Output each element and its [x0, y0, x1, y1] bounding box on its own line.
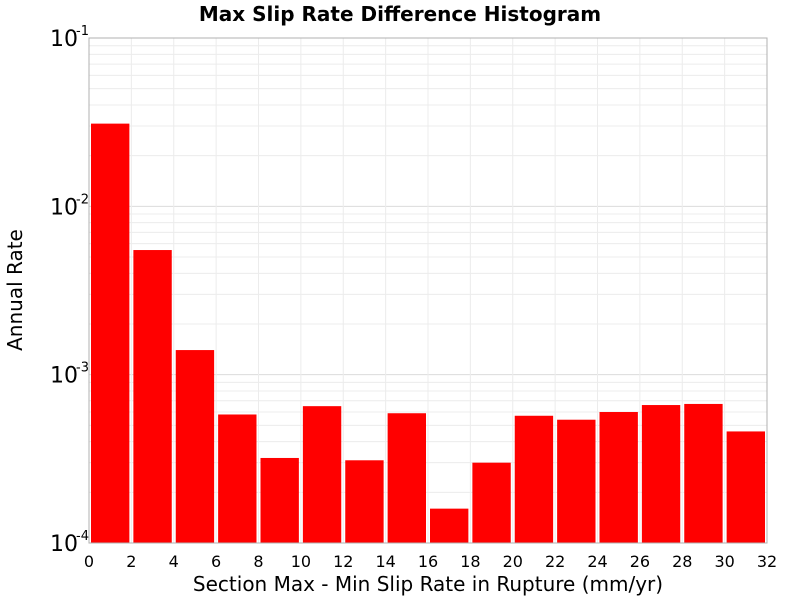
y-tick-base: 10: [50, 532, 78, 557]
x-tick-labels: 0 2 4 6 8 10 12 14 16 18 20 22 24 26 28 30 32: [84, 552, 777, 571]
histogram-bar: [557, 419, 596, 543]
x-tick-label: 26: [630, 552, 650, 571]
y-tick-base: 10: [50, 364, 78, 389]
histogram-bar: [599, 412, 638, 543]
y-tick-label: 10-2: [50, 192, 89, 220]
x-tick-label: 28: [672, 552, 692, 571]
y-tick-base: 10: [50, 27, 78, 52]
x-tick-label: 30: [714, 552, 734, 571]
x-tick-label: 0: [84, 552, 94, 571]
y-tick-label: 10-4: [50, 529, 89, 557]
x-tick-label: 16: [418, 552, 438, 571]
y-tick-exponent: -2: [76, 192, 89, 207]
y-tick-label: 10-1: [50, 24, 89, 52]
x-tick-label: 24: [587, 552, 607, 571]
plot-frame: [88, 37, 768, 544]
y-tick-base: 10: [50, 195, 78, 220]
histogram-bar: [133, 250, 172, 543]
chart-title: Max Slip Rate Difference Histogram: [199, 2, 601, 26]
histogram-bar: [684, 403, 723, 543]
x-tick-label: 4: [169, 552, 179, 571]
histogram-bar: [472, 462, 511, 543]
histogram-bar: [345, 460, 384, 543]
histogram-bar: [260, 457, 299, 543]
x-tick-label: 6: [211, 552, 221, 571]
histogram-bar: [218, 414, 257, 543]
histogram-bar: [91, 123, 130, 543]
histogram-bar: [430, 508, 469, 543]
x-tick-label: 14: [375, 552, 395, 571]
x-axis-label: Section Max - Min Slip Rate in Rupture (…: [193, 572, 663, 596]
x-tick-label: 32: [757, 552, 777, 571]
x-tick-label: 10: [291, 552, 311, 571]
x-tick-label: 18: [460, 552, 480, 571]
histogram-bar: [175, 350, 215, 543]
histogram-bar: [514, 415, 554, 543]
x-tick-label: 22: [545, 552, 565, 571]
histogram-bar: [302, 406, 342, 543]
x-tick-label: 8: [253, 552, 263, 571]
histogram-bar: [387, 413, 426, 543]
y-tick-exponent: -3: [76, 361, 89, 376]
histogram-bar: [726, 431, 765, 543]
y-tick-label: 10-3: [50, 361, 89, 389]
x-tick-label: 12: [333, 552, 353, 571]
x-tick-label: 2: [126, 552, 136, 571]
y-tick-exponent: -4: [76, 529, 89, 544]
bars: [91, 123, 765, 543]
y-tick-labels: 10-410-310-210-1: [50, 24, 89, 557]
x-tick-label: 20: [503, 552, 523, 571]
y-tick-exponent: -1: [76, 24, 89, 39]
y-axis-label: Annual Rate: [3, 229, 27, 351]
histogram-bar: [641, 405, 681, 543]
